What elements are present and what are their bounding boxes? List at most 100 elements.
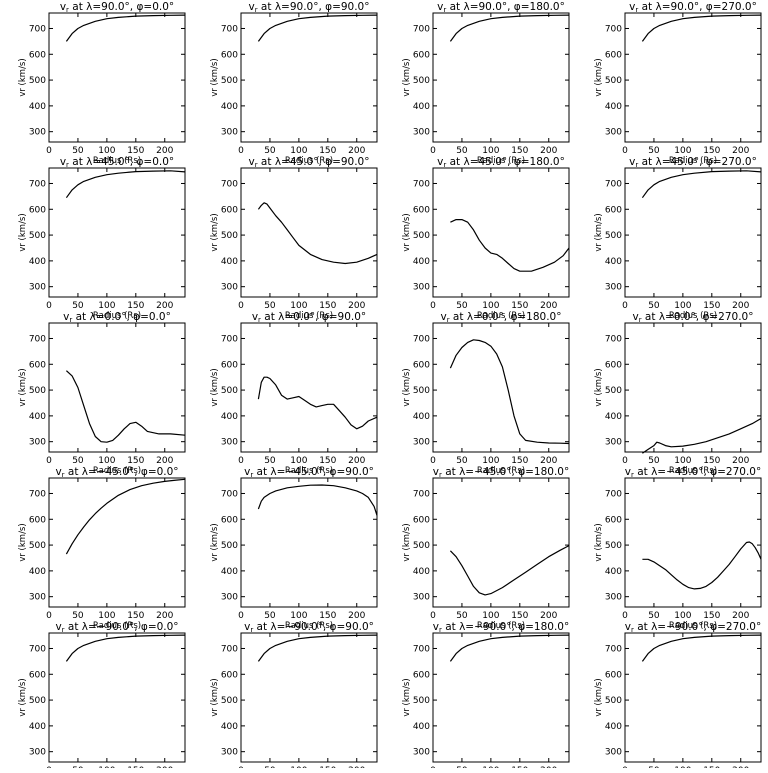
x-tick-label: 50 <box>264 456 276 466</box>
y-tick-label: 300 <box>221 128 238 138</box>
series-line <box>641 170 762 199</box>
subplot: vr at λ=0.0°, φ=180.0° 0 50 100 150 200 300 400… <box>402 311 570 476</box>
series-line <box>641 14 762 42</box>
x-tick-label: 100 <box>290 146 307 156</box>
y-tick-label: 700 <box>221 179 238 189</box>
x-tick-label: 100 <box>482 456 499 466</box>
x-tick-label: 100 <box>290 301 307 311</box>
y-axis-label: vr (km/s) <box>18 213 28 251</box>
y-tick-label: 600 <box>605 515 622 525</box>
subplot-title: vr at λ=0.0°, φ=180.0° <box>440 311 561 324</box>
x-tick-label: 0 <box>46 146 52 156</box>
y-tick-label: 500 <box>221 231 238 241</box>
y-tick-label: 300 <box>413 748 430 758</box>
y-tick-label: 300 <box>605 438 622 448</box>
subplot-title: vr at λ=−45.0°, φ=270.0° <box>625 466 761 479</box>
x-axis-label: Radius (Rs) <box>669 621 717 631</box>
x-tick-label: 0 <box>622 611 628 621</box>
series-line <box>449 14 570 42</box>
x-tick-label: 150 <box>319 456 336 466</box>
x-tick-label: 0 <box>238 456 244 466</box>
x-tick-label: 200 <box>732 611 749 621</box>
subplot: vr at λ=45.0°, φ=270.0° 0 50 100 150 200 300 40… <box>594 156 762 321</box>
y-tick-label: 700 <box>221 644 238 654</box>
subplot: vr at λ=0.0°, φ=270.0° 0 50 100 150 200 300 400… <box>594 311 762 476</box>
x-tick-label: 100 <box>674 146 691 156</box>
y-tick-label: 300 <box>221 593 238 603</box>
y-tick-label: 500 <box>413 696 430 706</box>
y-tick-label: 500 <box>221 541 238 551</box>
x-axis-label: Radius (Rs) <box>285 466 333 476</box>
x-tick-label: 200 <box>348 146 365 156</box>
y-tick-label: 700 <box>605 489 622 499</box>
plot-frame <box>240 322 378 453</box>
x-tick-label: 100 <box>482 611 499 621</box>
x-tick-label: 50 <box>72 611 84 621</box>
x-tick-label: 50 <box>456 301 468 311</box>
subplot-title: vr at λ=−90.0°, φ=180.0° <box>433 621 569 634</box>
subplot-title: vr at λ=0.0°, φ=90.0° <box>252 311 366 324</box>
y-tick-label: 400 <box>413 567 430 577</box>
x-axis-label: Radius (Rs) <box>477 156 525 166</box>
y-tick-label: 400 <box>221 567 238 577</box>
y-tick-label: 400 <box>29 257 46 267</box>
x-tick-label: 150 <box>703 611 720 621</box>
y-axis-label: vr (km/s) <box>594 368 604 406</box>
subplot: vr at λ=−90.0°, φ=270.0°0501001502003004… <box>594 621 762 773</box>
series-line <box>257 376 378 430</box>
x-tick-label: 200 <box>540 456 557 466</box>
x-tick-label: 0 <box>238 146 244 156</box>
x-tick-label: 100 <box>290 456 307 466</box>
x-tick-label: 100 <box>674 611 691 621</box>
series-line <box>257 634 378 662</box>
y-axis-label: vr (km/s) <box>402 213 412 251</box>
x-tick-label: 100 <box>674 301 691 311</box>
series-line <box>65 478 186 555</box>
y-tick-label: 400 <box>221 102 238 112</box>
plot-frame <box>624 477 762 608</box>
y-tick-label: 600 <box>29 360 46 370</box>
y-tick-label: 300 <box>29 438 46 448</box>
x-tick-label: 150 <box>511 301 528 311</box>
y-tick-label: 300 <box>221 283 238 293</box>
y-tick-label: 500 <box>29 386 46 396</box>
y-tick-label: 300 <box>605 128 622 138</box>
y-axis-label: vr (km/s) <box>210 368 220 406</box>
x-tick-label: 200 <box>732 146 749 156</box>
y-tick-label: 700 <box>221 24 238 34</box>
x-tick-label: 50 <box>72 456 84 466</box>
y-tick-label: 600 <box>605 360 622 370</box>
y-axis-label: vr (km/s) <box>402 523 412 561</box>
subplot-title: vr at λ=45.0°, φ=0.0° <box>60 156 174 169</box>
x-tick-label: 50 <box>456 146 468 156</box>
y-tick-label: 400 <box>413 257 430 267</box>
x-tick-label: 100 <box>482 301 499 311</box>
y-axis-label: vr (km/s) <box>594 523 604 561</box>
x-tick-label: 150 <box>511 146 528 156</box>
y-tick-label: 700 <box>413 179 430 189</box>
y-tick-label: 300 <box>221 438 238 448</box>
x-tick-label: 150 <box>511 456 528 466</box>
subplot: vr at λ=0.0°, φ=90.0° 0 50 100 150 200 300 400 5… <box>210 311 378 476</box>
y-tick-label: 400 <box>605 257 622 267</box>
x-tick-label: 150 <box>127 611 144 621</box>
y-tick-label: 500 <box>413 76 430 86</box>
x-tick-label: 150 <box>511 611 528 621</box>
y-axis-label: vr (km/s) <box>210 58 220 96</box>
y-tick-label: 500 <box>605 386 622 396</box>
x-tick-label: 0 <box>430 146 436 156</box>
subplot-title: vr at λ=45.0°, φ=270.0° <box>629 156 757 169</box>
y-axis-label: vr (km/s) <box>402 58 412 96</box>
x-axis-label: Radius (Rs) <box>285 156 333 166</box>
x-tick-label: 100 <box>98 611 115 621</box>
y-tick-label: 700 <box>29 644 46 654</box>
plot-frame <box>432 167 570 298</box>
subplot: vr at λ=−90.0°, φ=180.0°0501001502003004… <box>402 621 570 773</box>
y-tick-label: 600 <box>413 205 430 215</box>
series-line <box>65 634 186 662</box>
subplot: vr at λ=90.0°, φ=180.0° 0 50 100 150 200 300 40… <box>402 1 570 166</box>
y-tick-label: 500 <box>221 386 238 396</box>
x-tick-label: 0 <box>430 456 436 466</box>
y-axis-label: vr (km/s) <box>18 523 28 561</box>
y-tick-label: 600 <box>221 670 238 680</box>
